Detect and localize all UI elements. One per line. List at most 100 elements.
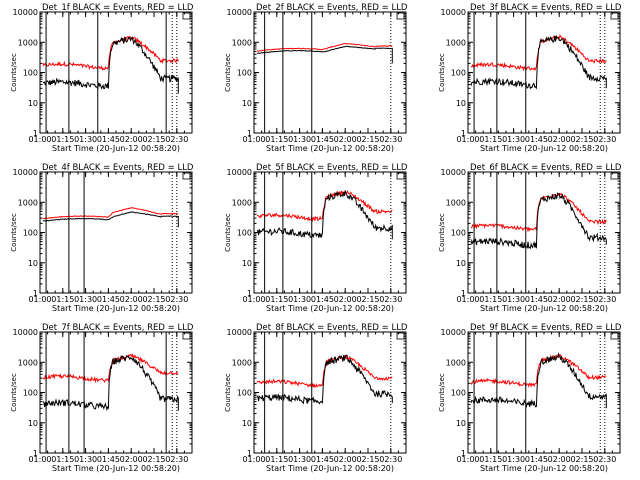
x-axis-label: Start Time (20-Jun-12 00:58:20) [52, 304, 180, 313]
y-tick-label: 1000 [18, 38, 38, 47]
y-tick-label: 10 [242, 99, 252, 108]
events-series-line [256, 354, 393, 405]
y-tick-label: 10 [28, 259, 38, 268]
events-series-line [42, 36, 179, 94]
y-axis-label: Counts/sec [10, 373, 18, 412]
plot-frame [253, 11, 407, 134]
y-tick-label: 10000 [441, 168, 466, 177]
panel-title: Det_1f BLACK = Events, RED = LLD [42, 3, 194, 13]
panel-title: Det_8f BLACK = Events, RED = LLD [256, 323, 408, 333]
panel-title: Det_2f BLACK = Events, RED = LLD [256, 3, 408, 13]
marker-box [396, 172, 405, 180]
x-axis-label: Start Time (20-Jun-12 00:58:20) [266, 464, 394, 473]
y-axis-label: Counts/sec [10, 53, 18, 92]
x-tick-label: 02:00 [548, 135, 571, 144]
x-tick-label: 01:30 [288, 455, 311, 464]
x-tick-label: 01:00 [456, 135, 479, 144]
x-tick-label: 01:45 [525, 135, 548, 144]
y-tick-label: 1000 [446, 38, 466, 47]
x-tick-label: 01:00 [28, 295, 51, 304]
y-tick-label: 100 [23, 69, 38, 78]
y-tick-label: 10000 [441, 328, 466, 337]
lld-series-line [256, 42, 393, 52]
x-tick-label: 02:15 [356, 135, 379, 144]
y-tick-label: 1000 [446, 358, 466, 367]
x-tick-label: 02:15 [142, 455, 165, 464]
y-tick-label: 10000 [227, 328, 252, 337]
x-axis-label: Start Time (20-Jun-12 00:58:20) [480, 304, 608, 313]
y-tick-label: 10000 [13, 168, 38, 177]
x-tick-label: 01:30 [74, 295, 97, 304]
y-tick-label: 100 [23, 389, 38, 398]
y-axis-label: Counts/sec [224, 53, 232, 92]
marker-box [610, 12, 619, 20]
y-tick-label: 100 [237, 229, 252, 238]
x-tick-label: 02:15 [570, 135, 593, 144]
y-tick-label: 100 [237, 389, 252, 398]
x-tick-label: 01:00 [242, 455, 265, 464]
y-tick-label: 1 [33, 129, 38, 138]
x-tick-label: 01:15 [51, 455, 74, 464]
events-series-line [470, 35, 607, 90]
x-tick-label: 02:30 [165, 455, 188, 464]
events-series-line [470, 352, 607, 409]
x-tick-label: 02:00 [334, 295, 357, 304]
y-axis-label: Counts/sec [438, 373, 446, 412]
lld-series-line [42, 36, 179, 72]
x-tick-label: 01:45 [97, 135, 120, 144]
plot-frame [39, 171, 193, 294]
y-tick-label: 10000 [227, 8, 252, 17]
marker-box [610, 172, 619, 180]
x-axis-label: Start Time (20-Jun-12 00:58:20) [266, 304, 394, 313]
marker-box [182, 332, 191, 340]
panel-5: Det_5f BLACK = Events, RED = LLD 1 10 100 10… [224, 163, 408, 313]
y-axis-label: Counts/sec [224, 213, 232, 252]
x-tick-label: 02:00 [548, 295, 571, 304]
panel-1: Det_1f BLACK = Events, RED = LLD 1 10 100 10… [10, 3, 194, 153]
panel-6: Det_6f BLACK = Events, RED = LLD 1 10 100 10… [438, 163, 622, 313]
lld-series-line [42, 207, 179, 220]
events-series-line [256, 190, 393, 240]
x-tick-label: 01:30 [74, 135, 97, 144]
y-tick-label: 1 [461, 289, 466, 298]
x-tick-label: 01:45 [97, 455, 120, 464]
panel-title: Det_4f BLACK = Events, RED = LLD [42, 163, 194, 173]
x-tick-label: 01:00 [28, 135, 51, 144]
y-tick-label: 10 [456, 259, 466, 268]
x-axis-label: Start Time (20-Jun-12 00:58:20) [266, 144, 394, 153]
panel-7: Det_7f BLACK = Events, RED = LLD 1 10 100 10… [10, 323, 194, 473]
y-tick-label: 1 [247, 129, 252, 138]
events-series-line [42, 354, 179, 412]
y-tick-label: 1000 [18, 358, 38, 367]
x-tick-label: 02:30 [379, 455, 402, 464]
plot-frame [39, 331, 193, 454]
plot-frame [467, 331, 621, 454]
x-axis-label: Start Time (20-Jun-12 00:58:20) [480, 144, 608, 153]
y-axis-label: Counts/sec [438, 53, 446, 92]
y-tick-label: 100 [451, 69, 466, 78]
x-tick-label: 01:30 [74, 455, 97, 464]
x-tick-label: 02:15 [356, 295, 379, 304]
x-tick-label: 01:15 [51, 135, 74, 144]
x-tick-label: 02:30 [165, 135, 188, 144]
y-tick-label: 1000 [232, 38, 252, 47]
x-tick-label: 01:00 [242, 295, 265, 304]
x-tick-label: 01:45 [311, 455, 334, 464]
marker-box [396, 332, 405, 340]
panel-9: Det_9f BLACK = Events, RED = LLD 1 10 100 10… [438, 323, 622, 473]
y-tick-label: 1 [33, 449, 38, 458]
x-tick-label: 01:30 [502, 135, 525, 144]
x-tick-label: 01:45 [525, 295, 548, 304]
plot-frame [467, 11, 621, 134]
marker-box [396, 12, 405, 20]
x-tick-label: 01:00 [28, 455, 51, 464]
panel-3: Det_3f BLACK = Events, RED = LLD 1 10 100 10… [438, 3, 622, 153]
marker-box [610, 332, 619, 340]
panel-title: Det_5f BLACK = Events, RED = LLD [256, 163, 408, 173]
y-tick-label: 1000 [18, 198, 38, 207]
panel-title: Det_3f BLACK = Events, RED = LLD [470, 3, 622, 13]
y-tick-label: 10000 [13, 8, 38, 17]
x-tick-label: 01:00 [456, 455, 479, 464]
x-tick-label: 01:15 [51, 295, 74, 304]
plot-frame [39, 11, 193, 134]
